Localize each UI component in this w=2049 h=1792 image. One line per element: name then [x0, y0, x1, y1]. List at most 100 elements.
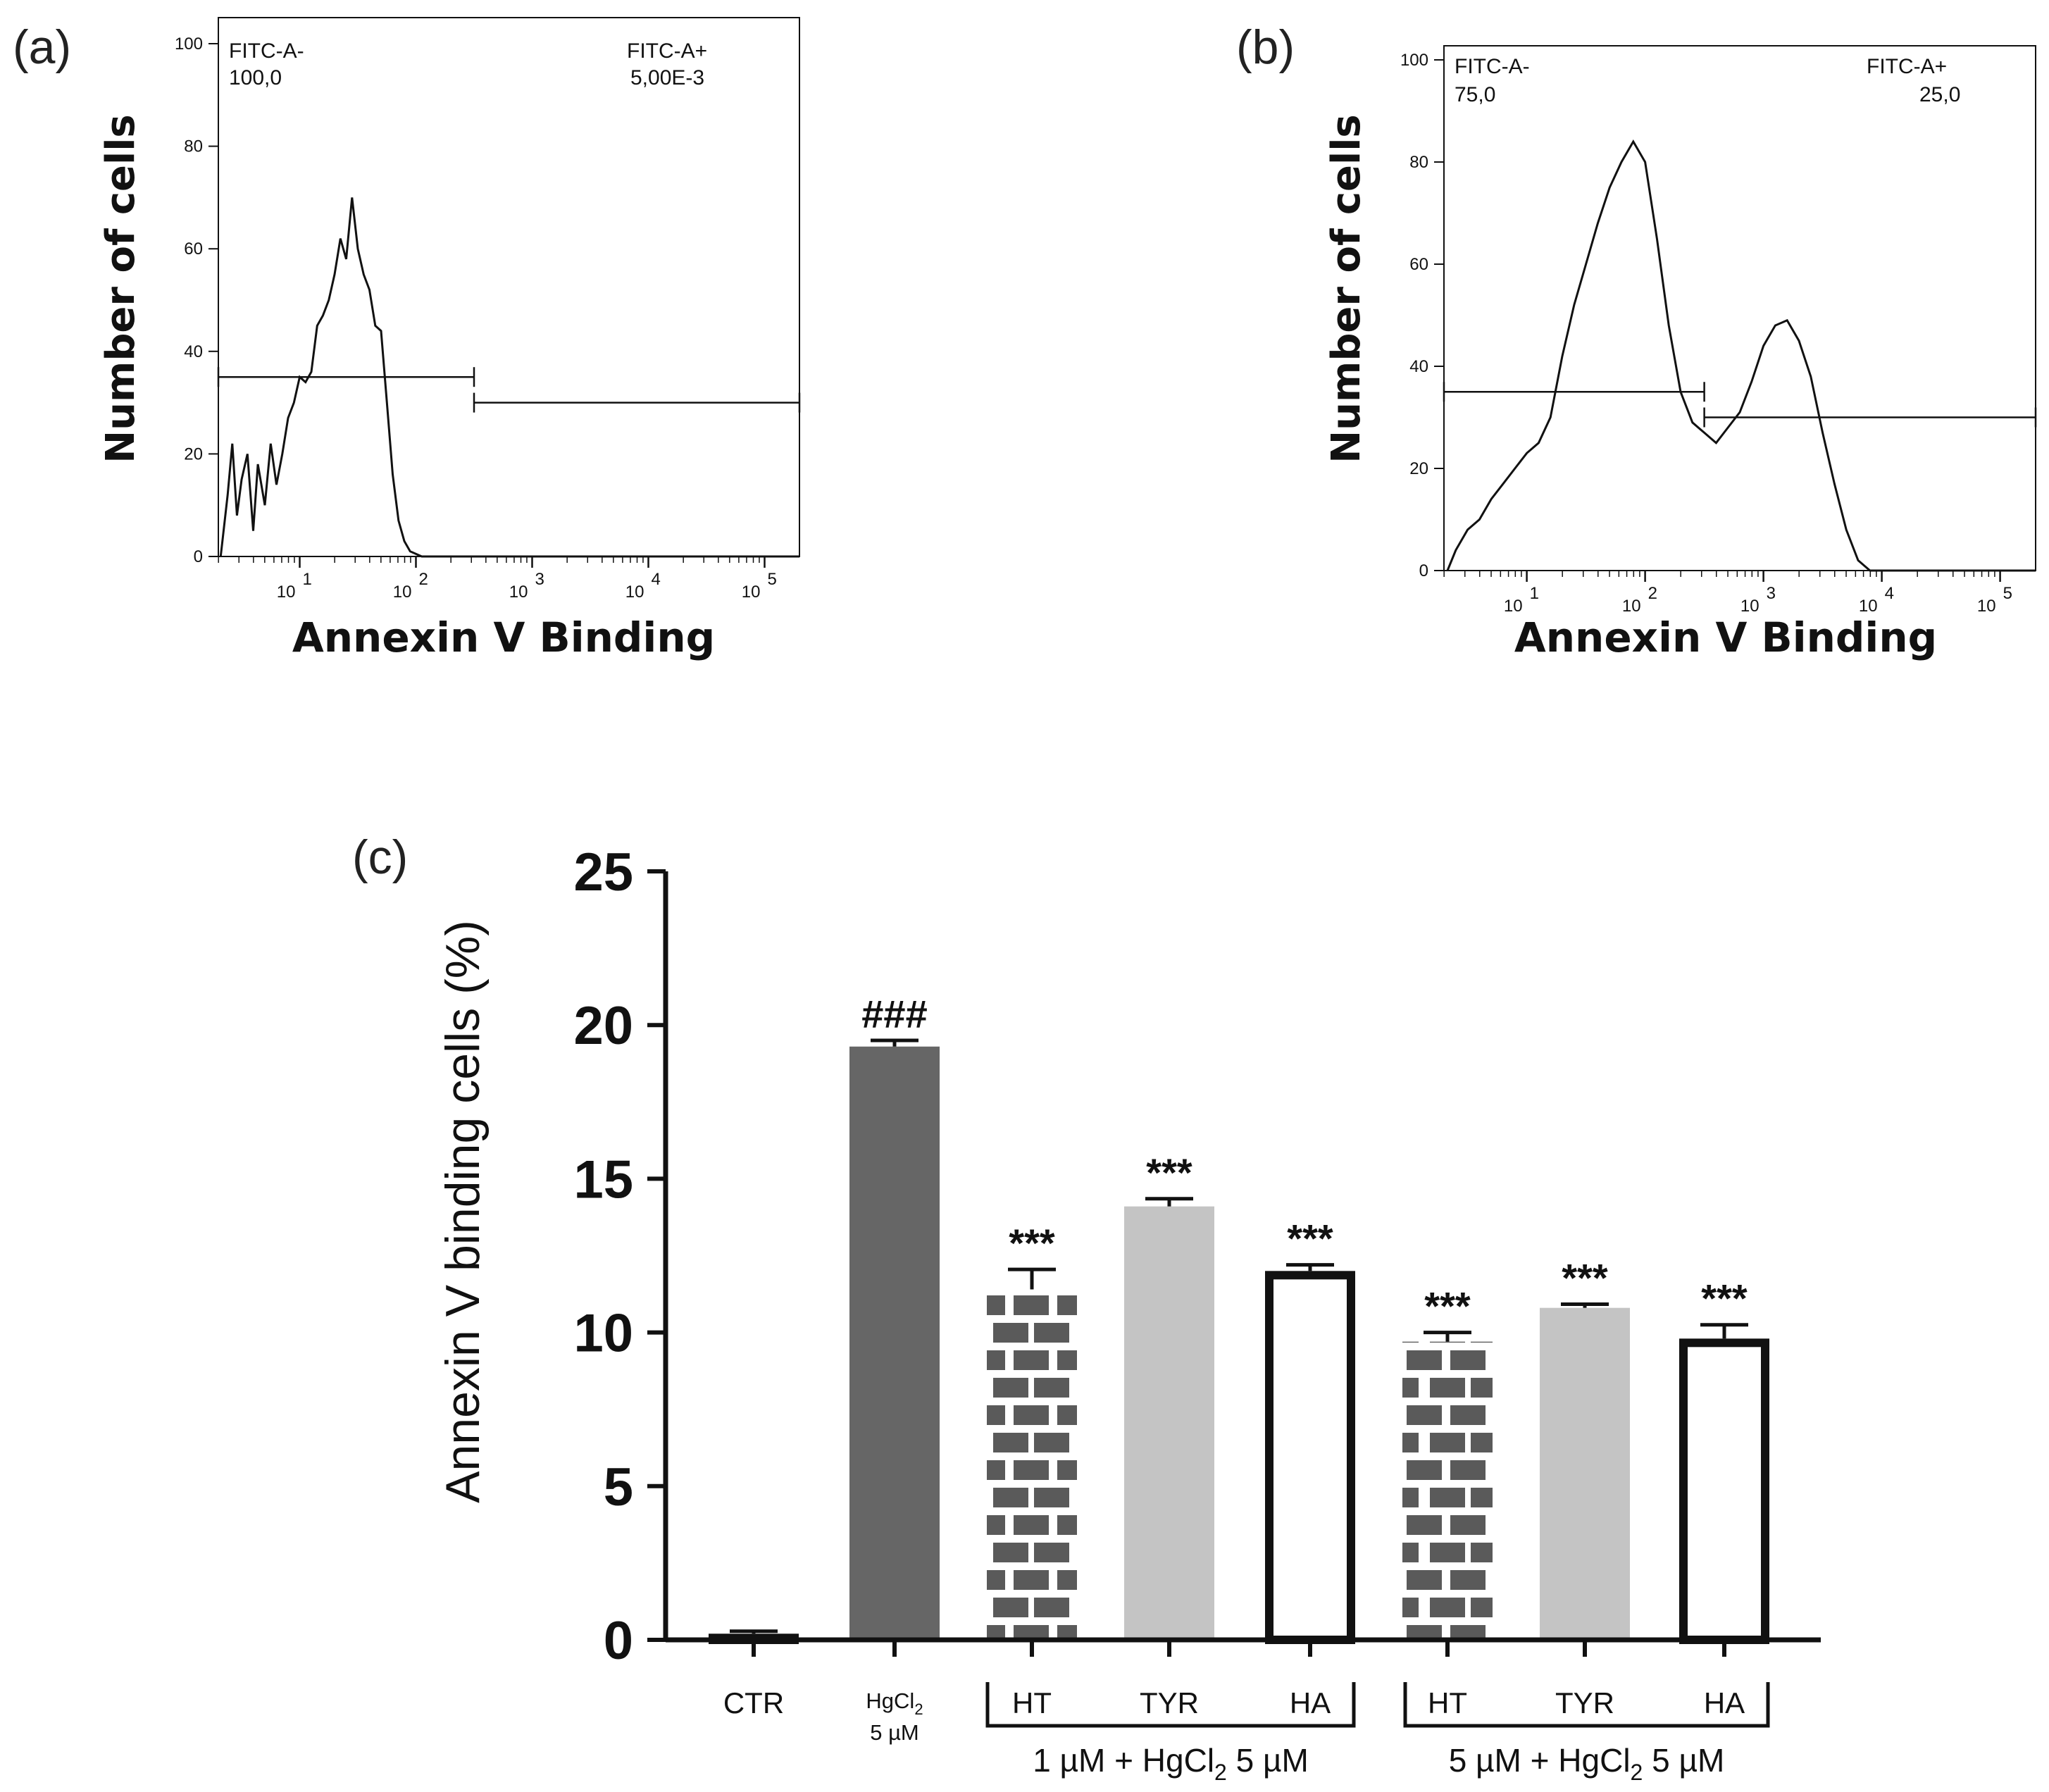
panel-a-x-ticks: 10 1 10 2 10 3 10 4 10 5 — [218, 556, 777, 602]
a-x-tick-label: 10 — [625, 583, 644, 602]
a-x-tick-exponent: 1 — [303, 570, 312, 589]
group-label-tail: 5 µM — [1227, 1742, 1309, 1779]
b-x-tick-exponent: 4 — [1885, 584, 1894, 603]
significance-label: *** — [1009, 1221, 1055, 1265]
panel-c-group-labels: 1 µM + HgCl2 5 µM 5 µM + HgCl2 5 µM — [985, 1682, 1770, 1785]
b-y-tick-label: 60 — [1409, 255, 1428, 274]
group-bracket — [985, 1682, 1356, 1728]
a-x-tick-label: 10 — [277, 583, 296, 602]
a-x-tick-exponent: 4 — [652, 570, 661, 589]
category-label-subscript: 2 — [914, 1700, 923, 1718]
significance-label: *** — [1424, 1284, 1471, 1329]
b-y-tick-label: 100 — [1400, 51, 1428, 70]
significance-label: *** — [1562, 1255, 1608, 1300]
b-x-tick-exponent: 2 — [1648, 584, 1657, 603]
group-label: 5 µM + HgCl2 5 µM — [1449, 1742, 1725, 1785]
b-x-tick-label: 10 — [1622, 597, 1641, 616]
panel-a-histogram-curve — [219, 197, 799, 558]
bar-tyr-6 — [1540, 1307, 1630, 1640]
significance-label: *** — [1146, 1150, 1192, 1195]
a-y-tick-label: 0 — [194, 547, 203, 566]
group-label-tail: 5 µM — [1643, 1742, 1724, 1779]
panel-b-y-ticks: 0 20 40 60 80 100 — [1400, 51, 1444, 580]
panel-a-gate-neg-name: FITC-A- — [229, 39, 304, 63]
a-y-tick-label: 60 — [184, 239, 203, 259]
c-y-tick-label: 10 — [573, 1304, 633, 1364]
panel-b-gate-neg-name: FITC-A- — [1455, 55, 1530, 78]
bar-tyr-3 — [1124, 1206, 1214, 1640]
panel-a-gate-neg-value: 100,0 — [229, 66, 282, 89]
panel-b-x-axis-label: Annexin V Binding — [1514, 614, 1937, 661]
significance-label: *** — [1701, 1276, 1748, 1321]
b-x-tick-label: 10 — [1740, 597, 1760, 616]
panel-b-gate-neg-value: 75,0 — [1455, 83, 1495, 106]
panel-a-x-axis-label: Annexin V Binding — [292, 614, 715, 661]
bar-ht-5 — [1402, 1341, 1493, 1640]
b-x-tick-exponent: 3 — [1767, 584, 1776, 603]
panel-b: (b) 0 20 40 60 80 100 10 1 10 2 10 3 10 4 10 5 FITC-A-… — [1236, 20, 2037, 661]
panel-c-y-axis-label: Annexin V binding cells (%) — [436, 920, 490, 1503]
category-label: HgCl2 — [866, 1688, 923, 1718]
bar-hgcl-1 — [849, 1046, 940, 1640]
group-label-subscript: 2 — [1631, 1760, 1643, 1785]
group-label-subscript: 2 — [1214, 1760, 1227, 1785]
category-label: TYR — [1555, 1686, 1614, 1719]
c-y-tick-label: 20 — [573, 996, 633, 1056]
panel-b-gate-pos-name: FITC-A+ — [1867, 55, 1947, 78]
b-x-tick-label: 10 — [1977, 597, 1996, 616]
panel-b-gate-pos-value: 25,0 — [1919, 83, 1960, 106]
bar-ha-4 — [1265, 1271, 1355, 1644]
category-label: HA — [1704, 1686, 1745, 1719]
panel-a-gates — [217, 367, 801, 413]
panel-b-histogram-curve — [1446, 139, 2036, 572]
panel-b-letter: (b) — [1236, 20, 1295, 74]
c-y-tick-label: 5 — [604, 1457, 633, 1517]
panel-a: (a) 0 20 40 60 80 100 10 1 10 2 10 3 10 4 10 5 FITC-A-… — [13, 17, 801, 661]
bar-ht-2 — [987, 1289, 1077, 1640]
panel-a-gate-pos-name: FITC-A+ — [627, 39, 707, 63]
b-y-tick-label: 80 — [1409, 153, 1428, 172]
a-x-tick-exponent: 3 — [535, 570, 544, 589]
group-label: 1 µM + HgCl2 5 µM — [1033, 1742, 1309, 1785]
b-y-tick-label: 20 — [1409, 459, 1428, 478]
c-y-tick-label: 15 — [573, 1150, 633, 1209]
b-x-tick-label: 10 — [1504, 597, 1523, 616]
category-label: HT — [1428, 1686, 1467, 1719]
category-label: TYR — [1140, 1686, 1199, 1719]
panel-c: (c) Annexin V binding cells (%) ### *** **… — [352, 830, 1821, 1785]
b-x-tick-exponent: 5 — [2003, 584, 2012, 603]
a-y-tick-label: 100 — [175, 35, 203, 54]
b-y-tick-label: 0 — [1419, 561, 1428, 580]
a-x-tick-label: 10 — [509, 583, 528, 602]
category-label: HA — [1290, 1686, 1331, 1719]
panel-a-y-axis-label: Number of cells — [98, 114, 144, 463]
panel-a-gate-pos-value: 5,00E-3 — [630, 66, 704, 89]
a-y-tick-label: 80 — [184, 137, 203, 156]
a-x-tick-exponent: 2 — [419, 570, 428, 589]
category-label: CTR — [723, 1686, 784, 1719]
b-x-tick-label: 10 — [1859, 597, 1878, 616]
panel-b-gates — [1443, 382, 2037, 428]
panel-c-letter: (c) — [352, 830, 408, 884]
a-y-tick-label: 40 — [184, 342, 203, 361]
panel-a-y-ticks: 0 20 40 60 80 100 — [175, 35, 218, 566]
a-x-tick-label: 10 — [742, 583, 761, 602]
group-bracket — [1403, 1682, 1770, 1728]
a-x-tick-label: 10 — [393, 583, 412, 602]
b-x-tick-exponent: 1 — [1530, 584, 1539, 603]
category-label-line2: 5 µM — [870, 1720, 919, 1745]
c-y-tick-label: 0 — [604, 1611, 633, 1671]
category-label: HT — [1012, 1686, 1052, 1719]
a-y-tick-label: 20 — [184, 444, 203, 463]
panel-c-bars: ### *** *** *** *** *** *** — [709, 992, 1769, 1644]
b-y-tick-label: 40 — [1409, 357, 1428, 376]
significance-label: *** — [1287, 1217, 1333, 1261]
panel-b-frame — [1443, 45, 2036, 571]
c-y-tick-label: 25 — [573, 842, 633, 902]
panel-b-x-ticks: 10 1 10 2 10 3 10 4 10 5 — [1443, 571, 2012, 616]
panel-c-y-ticks: 0 5 10 15 20 25 — [573, 842, 666, 1671]
panel-a-letter: (a) — [13, 20, 71, 74]
significance-label: ### — [861, 992, 927, 1036]
